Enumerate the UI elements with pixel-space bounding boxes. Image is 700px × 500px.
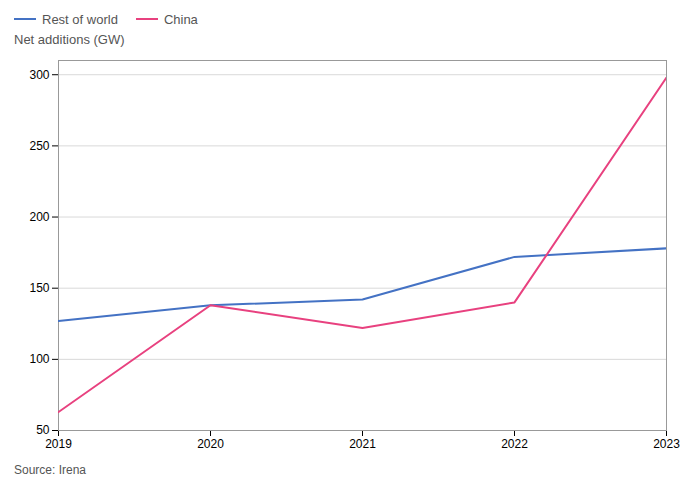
svg-text:200: 200 bbox=[29, 210, 49, 224]
svg-text:2019: 2019 bbox=[45, 437, 72, 451]
svg-text:100: 100 bbox=[29, 352, 49, 366]
html-text:Source: Irena: Source: Irena bbox=[14, 463, 86, 477]
svg-text:2022: 2022 bbox=[501, 437, 528, 451]
svg-text:2021: 2021 bbox=[349, 437, 376, 451]
svg-text:300: 300 bbox=[29, 68, 49, 82]
html-text:Net additions (GW): Net additions (GW) bbox=[14, 32, 125, 47]
svg-text:2023: 2023 bbox=[653, 437, 680, 451]
html-text:Rest of world: Rest of world bbox=[42, 11, 118, 27]
svg-text:2020: 2020 bbox=[197, 437, 224, 451]
html-text:China: China bbox=[163, 11, 198, 27]
svg-text:50: 50 bbox=[36, 423, 50, 437]
svg-text:150: 150 bbox=[29, 281, 49, 295]
svg-text:250: 250 bbox=[29, 139, 49, 153]
